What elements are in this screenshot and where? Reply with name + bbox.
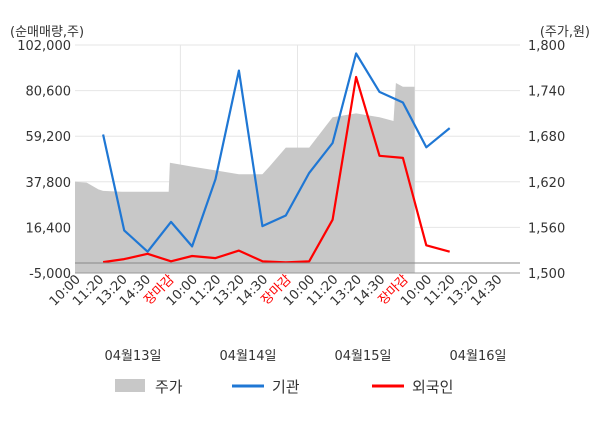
series-lines bbox=[102, 52, 451, 264]
day-label: 04월16일 bbox=[449, 349, 506, 364]
right-axis-label: (주가,원) bbox=[540, 25, 590, 40]
legend-label: 주가 bbox=[155, 378, 183, 396]
legend-label: 외국인 bbox=[412, 378, 453, 396]
right-tick-label: 1,560 bbox=[528, 221, 565, 236]
left-tick-label: 80,600 bbox=[26, 85, 72, 100]
legend: 주가 기관 외국인 bbox=[115, 378, 453, 396]
left-tick-label: 37,800 bbox=[26, 176, 72, 191]
day-label: 04월13일 bbox=[104, 349, 161, 364]
left-tick-label: -5,000 bbox=[29, 267, 71, 282]
day-labels: 04월13일 04월14일 04월15일 04월16일 bbox=[104, 349, 506, 364]
right-tick-label: 1,740 bbox=[528, 85, 565, 100]
right-tick-label: 1,500 bbox=[528, 267, 565, 282]
series-line-2 bbox=[102, 75, 450, 264]
right-axis-ticks: 1,800 1,740 1,680 1,620 1,560 1,500 bbox=[528, 39, 565, 282]
left-tick-label: 102,000 bbox=[17, 39, 71, 54]
series-line-1 bbox=[102, 52, 451, 253]
legend-swatch-box bbox=[115, 379, 145, 392]
right-tick-label: 1,800 bbox=[528, 39, 565, 54]
left-axis-ticks: 102,000 80,600 59,200 37,800 16,400 -5,000 bbox=[17, 39, 71, 282]
left-axis-label: (순매매량,주) bbox=[10, 25, 84, 40]
day-label: 04월15일 bbox=[334, 349, 391, 364]
left-tick-label: 59,200 bbox=[26, 130, 72, 145]
right-tick-label: 1,680 bbox=[528, 130, 565, 145]
right-tick-label: 1,620 bbox=[528, 176, 565, 191]
left-tick-label: 16,400 bbox=[26, 221, 72, 236]
day-label: 04월14일 bbox=[219, 349, 276, 364]
legend-label: 기관 bbox=[272, 378, 300, 396]
axis-lines bbox=[75, 262, 520, 274]
